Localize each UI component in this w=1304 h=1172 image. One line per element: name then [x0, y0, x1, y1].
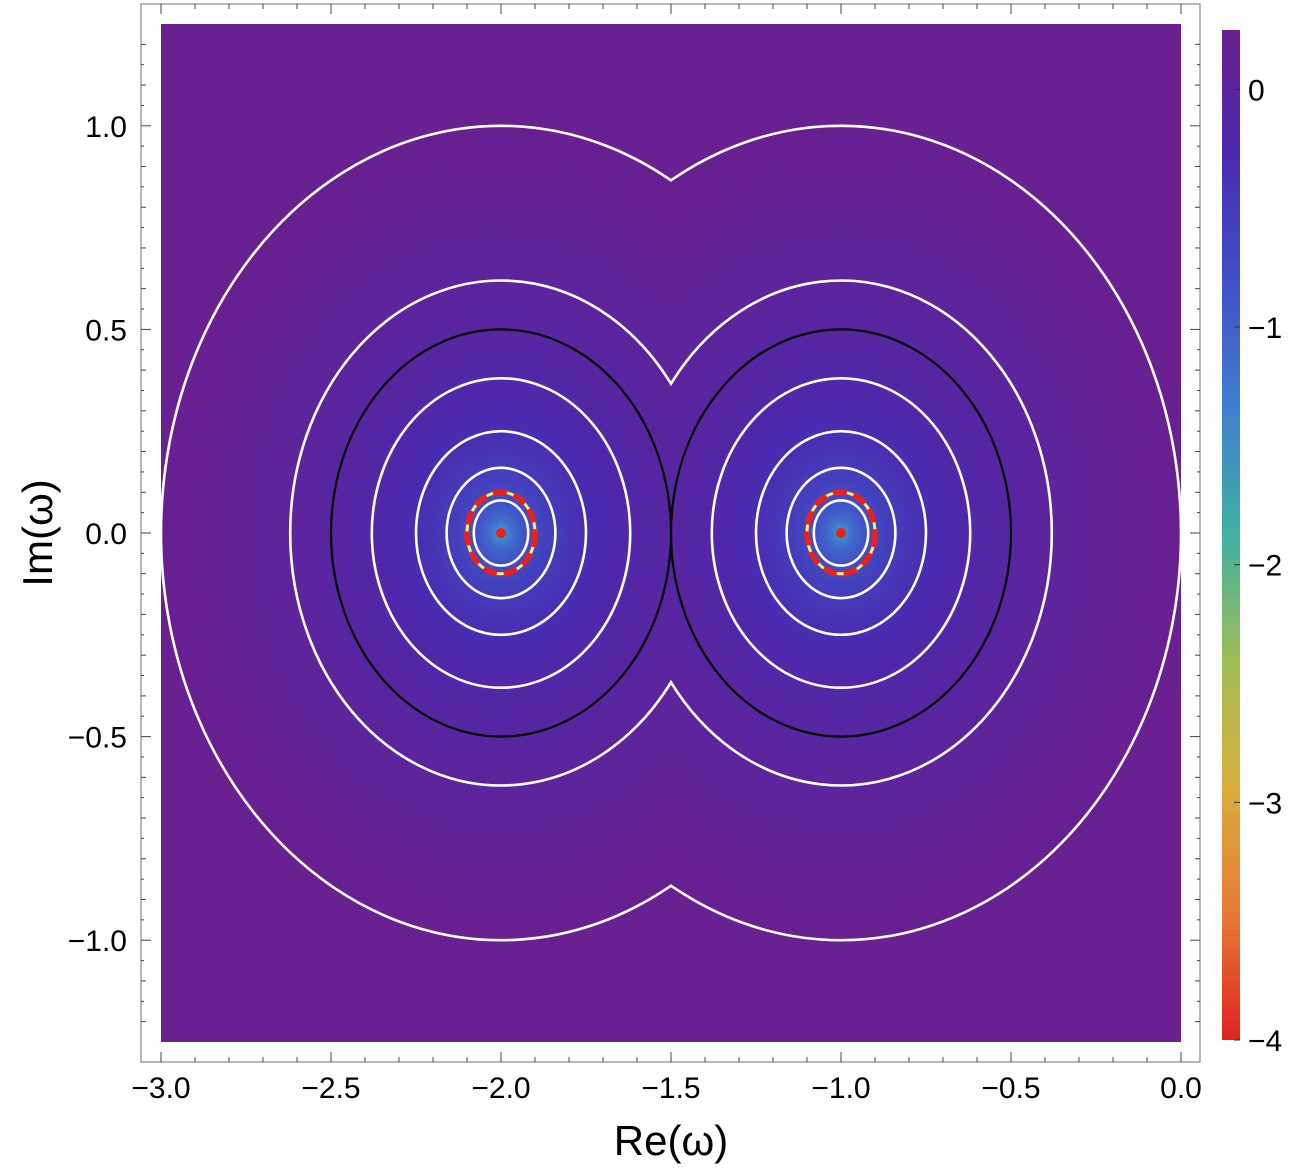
y-axis-title: Im(ω) — [14, 479, 61, 586]
colorbar-tick-label: −4 — [1248, 1025, 1282, 1058]
x-tick-label: −0.5 — [981, 1072, 1040, 1105]
colorbar-tick-label: −3 — [1248, 787, 1282, 820]
white-contour — [785, 466, 897, 600]
y-tick-label: −0.5 — [68, 722, 127, 755]
x-tick-label: −1.0 — [811, 1072, 870, 1105]
x-axis-title: Re(ω) — [614, 1117, 728, 1164]
dashed-circle — [804, 489, 878, 577]
colorbar-tick-label: 0 — [1248, 74, 1265, 107]
white-contour — [161, 124, 1181, 942]
y-tick-label: 0.0 — [85, 518, 127, 551]
white-contour — [710, 376, 972, 690]
contour-lines — [161, 124, 1181, 942]
x-tick-label: −3.0 — [131, 1072, 190, 1105]
pole-dot — [496, 528, 506, 538]
x-tick-label: 0.0 — [1160, 1072, 1202, 1105]
colorbar: 0 −1 −2 −3 −4 — [1222, 30, 1282, 1058]
x-tick-label: −2.0 — [471, 1072, 530, 1105]
colorbar-tick-label: −1 — [1248, 312, 1282, 345]
black-contour — [669, 328, 1013, 738]
white-contour — [472, 499, 530, 567]
white-contour — [445, 466, 557, 600]
y-tick-label: −1.0 — [68, 925, 127, 958]
tick-labels: −3.0 −2.5 −2.0 −1.5 −1.0 −0.5 0.0 1.0 0.5 0.0 −0.5… — [68, 111, 1202, 1105]
white-contour — [370, 376, 632, 690]
y-tick-label: 1.0 — [85, 111, 127, 144]
white-contour — [288, 279, 1054, 787]
x-tick-label: −1.5 — [641, 1072, 700, 1105]
dashed-circle — [464, 489, 538, 577]
y-tick-label: 0.5 — [85, 314, 127, 347]
pole-markers — [464, 489, 878, 577]
white-contour — [414, 429, 588, 637]
colorbar-gradient — [1222, 30, 1240, 1040]
axis-ticks — [141, 4, 1200, 1062]
white-contour — [812, 499, 870, 567]
white-contour — [754, 429, 928, 637]
colorbar-tick-label: −2 — [1248, 550, 1282, 583]
pole-dot — [836, 528, 846, 538]
x-tick-label: −2.5 — [301, 1072, 360, 1105]
